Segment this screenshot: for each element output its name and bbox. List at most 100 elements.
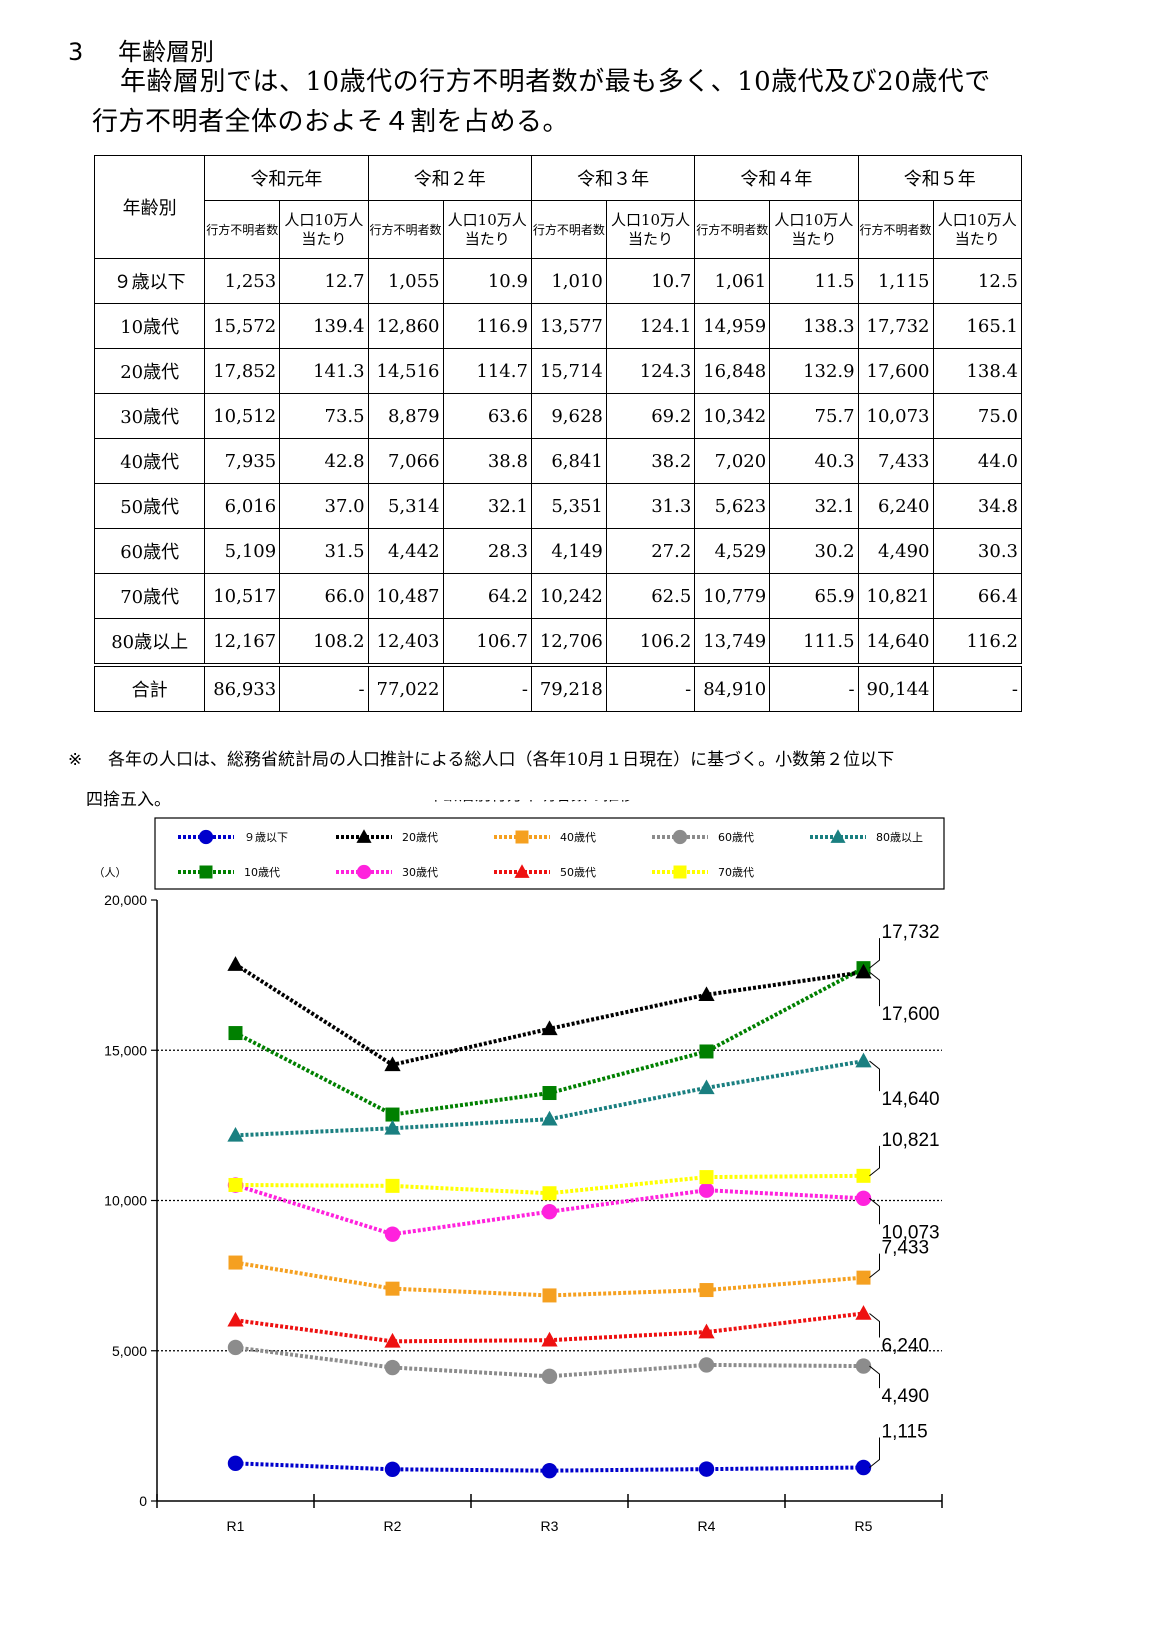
legend-marker (356, 829, 372, 843)
legend-marker (672, 829, 688, 845)
legend-marker (514, 864, 530, 878)
row-label: 30歳代 (93, 393, 206, 439)
cell-per-100k: 108.2 (279, 618, 369, 666)
subheader-per-100k-line1: 人口10万人 (611, 210, 691, 229)
row-label: 70歳代 (93, 573, 206, 619)
cell-per-100k: - (605, 663, 696, 712)
header-year: 令和元年 (204, 155, 369, 201)
data-point (542, 1086, 557, 1101)
table-total-row: 合計 86,933-77,022-79,218-84,910-90,144- (93, 663, 1022, 712)
cell-missing-count: 13,749 (694, 618, 771, 666)
cell-missing-count: 14,959 (694, 303, 771, 349)
data-label: 6,240 (882, 1335, 930, 1356)
cell-per-100k: 139.4 (279, 303, 369, 349)
header-age-group: 年齢別 (93, 155, 206, 259)
subheader-per-100k-line2: 当たり (301, 229, 347, 248)
data-point (698, 1461, 715, 1477)
cell-per-100k: 75.0 (932, 393, 1022, 439)
cell-missing-count: 10,073 (857, 393, 934, 439)
header-year: 令和４年 (694, 155, 859, 201)
legend-label: 20歳代 (402, 831, 438, 844)
legend-marker (830, 829, 846, 843)
data-point (227, 956, 244, 971)
legend-marker (673, 865, 687, 879)
cell-per-100k: 30.3 (932, 528, 1022, 574)
cell-missing-count: 1,115 (857, 258, 934, 304)
cell-missing-count: 10,342 (694, 393, 771, 439)
cell-per-100k: 10.7 (605, 258, 696, 304)
y-tick-label: 0 (139, 1493, 147, 1509)
cell-per-100k: 138.4 (932, 348, 1022, 394)
legend-box (154, 817, 945, 890)
cell-per-100k: 38.8 (442, 438, 532, 484)
note-mark: ※ (68, 750, 83, 770)
cell-per-100k: 12.5 (932, 258, 1022, 304)
y-tick-label: 5,000 (112, 1343, 147, 1359)
subheader-per-100k-line2: 当たり (954, 229, 1000, 248)
cell-missing-count: 4,529 (694, 528, 771, 574)
cell-per-100k: 40.3 (769, 438, 859, 484)
data-point (855, 1305, 872, 1320)
cell-per-100k: 116.2 (932, 618, 1022, 666)
chart-title: 年齢層別行方不明者数の推移 (427, 800, 635, 804)
section-title: 年齢層別 (118, 38, 214, 66)
subheader-per-100k-line1: 人口10万人 (774, 210, 854, 229)
annotation-leader (869, 971, 880, 1007)
row-label: 80歳以上 (93, 618, 206, 666)
x-tick-label: R3 (541, 1518, 559, 1534)
cell-per-100k: 62.5 (605, 573, 696, 619)
row-label: 40歳代 (93, 438, 206, 484)
cell-per-100k: 69.2 (605, 393, 696, 439)
cell-per-100k: 124.1 (605, 303, 696, 349)
data-point (228, 1026, 243, 1041)
subheader-per-100k-line2: 当たり (791, 229, 837, 248)
cell-per-100k: 64.2 (442, 573, 532, 619)
subheader-missing-count: 行方不明者数 (530, 200, 607, 259)
series-line (235, 1059, 864, 1138)
data-label: 17,600 (882, 1004, 940, 1025)
row-label: 50歳代 (93, 483, 206, 529)
cell-missing-count: 84,910 (694, 663, 771, 712)
cell-missing-count: 12,167 (204, 618, 281, 666)
cell-missing-count: 12,403 (367, 618, 444, 666)
data-point (699, 1044, 714, 1059)
table-row: 30歳代 10,512 73.5 8,879 63.6 9,628 69.2 10,342 75… (93, 393, 1022, 439)
cell-per-100k: 63.6 (442, 393, 532, 439)
cell-per-100k: 75.7 (769, 393, 859, 439)
table-row: 60歳代 5,109 31.5 4,442 28.3 4,149 27.2 4,529 30.2… (93, 528, 1022, 574)
cell-missing-count: 13,577 (530, 303, 607, 349)
intro-line-1: 年齢層別では、10歳代の行方不明者数が最も多く、10歳代及び20歳代で (120, 67, 991, 97)
cell-missing-count: 10,512 (204, 393, 281, 439)
cell-per-100k: 114.7 (442, 348, 532, 394)
subheader-per-100k: 人口10万人 当たり (442, 200, 532, 259)
legend-label: 50歳代 (560, 866, 596, 879)
cell-per-100k: 37.0 (279, 483, 369, 529)
data-point (698, 1357, 715, 1373)
data-point (541, 1203, 558, 1220)
cell-per-100k: 27.2 (605, 528, 696, 574)
cell-per-100k: 106.7 (442, 618, 532, 666)
cell-per-100k: 116.9 (442, 303, 532, 349)
data-point (856, 1270, 871, 1285)
legend-label: 30歳代 (402, 866, 438, 879)
subheader-per-100k: 人口10万人 当たり (769, 200, 859, 259)
cell-missing-count: 7,935 (204, 438, 281, 484)
cell-missing-count: 7,433 (857, 438, 934, 484)
cell-missing-count: 5,314 (367, 483, 444, 529)
x-tick-label: R5 (855, 1518, 873, 1534)
data-point (855, 963, 872, 979)
cell-per-100k: 11.5 (769, 258, 859, 304)
cell-missing-count: 8,879 (367, 393, 444, 439)
cell-missing-count: 5,109 (204, 528, 281, 574)
cell-per-100k: 42.8 (279, 438, 369, 484)
cell-per-100k: 65.9 (769, 573, 859, 619)
cell-per-100k: 31.3 (605, 483, 696, 529)
cell-missing-count: 1,055 (367, 258, 444, 304)
cell-missing-count: 17,852 (204, 348, 281, 394)
data-point (699, 1170, 714, 1185)
legend-label: 60歳代 (718, 831, 754, 844)
data-point (541, 1368, 558, 1385)
data-label: 14,640 (882, 1089, 940, 1110)
cell-per-100k: 165.1 (932, 303, 1022, 349)
cell-per-100k: 132.9 (769, 348, 859, 394)
